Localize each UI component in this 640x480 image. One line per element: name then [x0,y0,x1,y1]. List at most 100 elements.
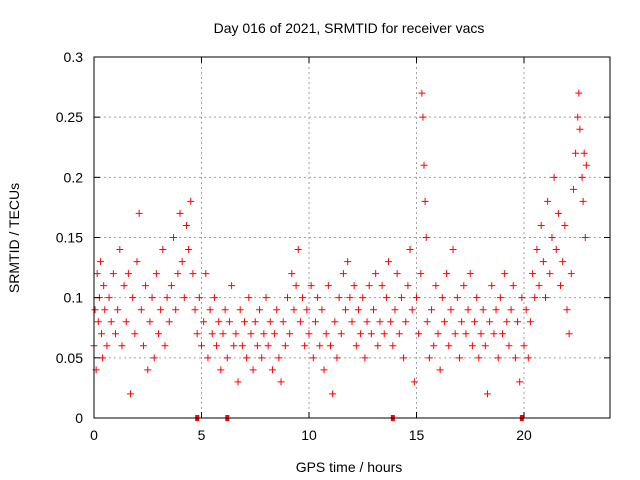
x-tick-label: 10 [301,427,317,443]
y-tick-label: 0.3 [64,49,84,65]
data-point [391,306,399,314]
data-point [554,209,562,217]
data-point [142,282,150,290]
data-point [217,366,225,374]
data-point [124,270,132,278]
data-point [499,330,506,338]
data-point [129,294,137,302]
data-point [219,330,227,338]
data-point [574,113,582,121]
data-point [191,306,199,314]
data-point [563,306,571,314]
data-point [294,246,302,254]
data-point [413,294,420,302]
data-point [354,306,362,314]
data-point [251,318,259,326]
data-point [486,318,494,326]
data-point [262,294,270,302]
data-point [307,282,315,290]
data-point [445,342,453,350]
data-point [152,270,160,278]
data-point [193,330,201,338]
data-point [516,378,524,386]
data-point [359,294,367,302]
data-point [350,282,358,290]
data-point [288,270,296,278]
data-point [195,294,203,302]
data-point [247,330,255,338]
data-point [266,318,274,326]
data-point [443,270,451,278]
data-point [372,270,380,278]
axis-ticks [93,56,610,419]
data-point [228,282,236,290]
data-point [522,306,530,314]
data-point [180,294,188,302]
data-point [299,294,307,302]
data-point [363,318,371,326]
data-point [230,342,238,350]
data-point [453,294,461,302]
data-point [161,342,169,350]
data-point [127,390,135,398]
x-tick-label: 15 [409,427,425,443]
data-point [189,270,197,278]
data-point [458,318,466,326]
data-point [305,330,313,338]
data-point [468,342,476,350]
y-tick-label: 0.25 [56,109,83,125]
data-point [279,318,287,326]
data-point [378,282,386,290]
data-point [578,173,586,181]
data-point [238,342,246,350]
data-point [213,342,221,350]
x-tick-label: 5 [198,427,206,443]
data-point [215,318,223,326]
y-tick-label: 0 [75,410,83,426]
data-point [417,270,425,278]
data-point [105,294,113,302]
data-point [402,318,410,326]
data-point [256,306,264,314]
data-point [370,306,377,314]
data-point [150,354,158,362]
data-point [535,282,543,290]
y-tick-label: 0.1 [64,290,84,306]
data-point [420,161,428,169]
data-point [395,330,403,338]
data-point [187,197,195,205]
data-point [146,318,154,326]
data-point [155,330,162,338]
data-point [400,354,408,362]
data-point [206,306,214,314]
data-point [509,282,517,290]
y-axis-label: SRMTID / TECUs [6,183,22,293]
data-point [292,282,300,290]
y-tick-label: 0.05 [56,350,83,366]
data-point [144,366,152,374]
data-point [296,318,304,326]
data-point [344,258,352,266]
data-point [331,318,339,326]
data-point [210,294,218,302]
data-point [471,318,479,326]
data-point [273,306,281,314]
data-point [524,354,532,362]
data-point [428,306,436,314]
data-point [324,282,332,290]
data-point [490,330,498,338]
data-point [107,318,115,326]
data-point [580,149,588,157]
data-point [557,282,565,290]
data-point [198,342,205,350]
data-point [284,294,291,302]
data-point [249,366,257,374]
data-point [93,270,101,278]
data-point [112,330,119,338]
data-point [309,354,317,362]
data-point [438,294,446,302]
data-point [475,354,483,362]
data-point [268,366,276,374]
data-point [561,221,569,229]
